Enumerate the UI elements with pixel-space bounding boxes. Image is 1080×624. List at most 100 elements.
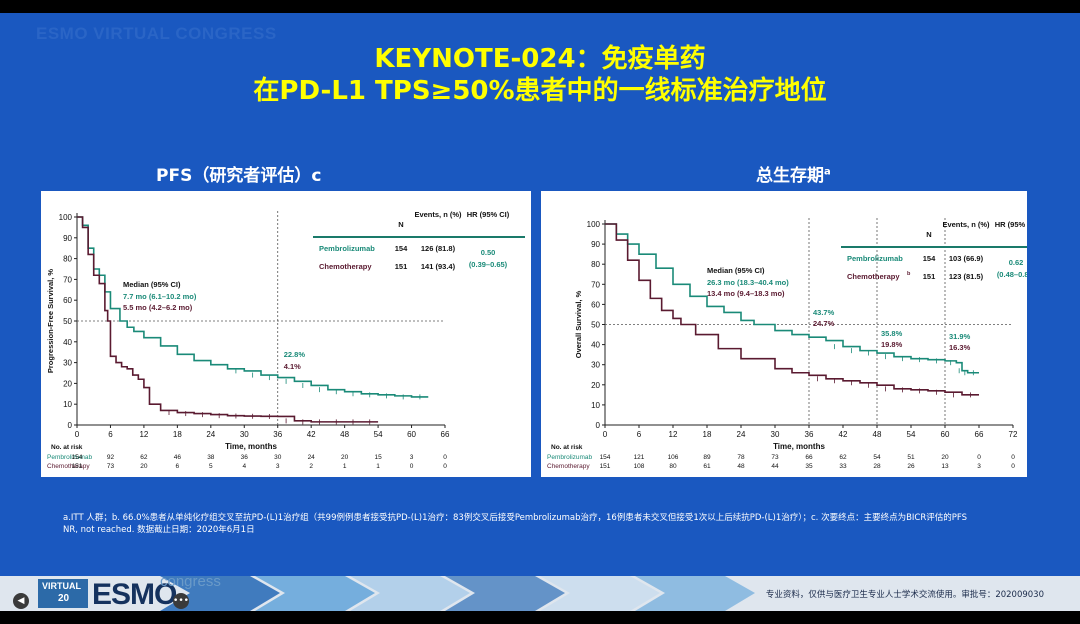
median-value: 13.4 mo (9.4–18.3 mo) [707, 289, 785, 298]
table-row-n: 151 [923, 272, 936, 281]
y-tick-label: 80 [591, 260, 600, 269]
y-tick-label: 90 [591, 240, 600, 249]
at-risk-value: 62 [839, 454, 847, 461]
at-risk-value: 78 [737, 454, 745, 461]
median-title: Median (95% CI) [123, 280, 181, 289]
at-risk-value: 151 [72, 463, 83, 470]
y-tick-label: 30 [63, 359, 72, 368]
y-tick-label: 80 [63, 255, 72, 264]
at-risk-title: No. at risk [51, 444, 83, 451]
at-risk-value: 2 [309, 463, 313, 470]
at-risk-value: 3 [410, 454, 414, 461]
y-tick-label: 20 [591, 381, 600, 390]
more-options-button[interactable]: ••• [173, 593, 189, 609]
slide: ESMO VIRTUAL CONGRESS KEYNOTE-024：免疫单药 在… [0, 13, 1080, 611]
table-row-n: 154 [923, 254, 936, 263]
logo-esmo-text: ESMO [92, 578, 177, 611]
hazard-ratio: 0.50 [481, 248, 496, 257]
at-risk-value: 0 [443, 463, 447, 470]
table-row-n: 154 [395, 244, 408, 253]
table-row-sup: b [907, 271, 911, 277]
footnote-line-1: a.ITT 人群；b. 66.0%患者从单纯化疗组交叉至抗PD-(L)1治疗组（… [63, 513, 968, 523]
x-tick-label: 54 [374, 430, 383, 439]
y-tick-label: 40 [591, 341, 600, 350]
left-panel-title: PFS（研究者评估）c [156, 166, 322, 186]
y-axis-title: Progression-Free Survival, % [46, 269, 55, 374]
at-risk-value: 154 [72, 454, 83, 461]
x-tick-label: 66 [975, 430, 984, 439]
hazard-ratio: 0.62 [1009, 258, 1024, 267]
y-tick-label: 60 [591, 300, 600, 309]
at-risk-value: 28 [873, 463, 881, 470]
x-tick-label: 18 [703, 430, 712, 439]
logo-congress-text: congress [160, 576, 221, 590]
landmark-label: 16.3% [949, 343, 971, 352]
at-risk-row-name: Pembrolizumab [547, 454, 593, 461]
at-risk-value: 3 [977, 463, 981, 470]
at-risk-value: 4 [242, 463, 246, 470]
x-tick-label: 72 [1009, 430, 1018, 439]
at-risk-value: 46 [174, 454, 182, 461]
y-axis-title: Overall Survival, % [574, 290, 583, 358]
y-tick-label: 100 [59, 213, 73, 222]
y-tick-label: 0 [596, 421, 601, 430]
os-chart-panel: 0 10 20 30 40 50 60 70 80 90 100 0 6 12 18 24 30 36 42 48 54… [541, 191, 1027, 477]
y-tick-label: 10 [591, 401, 600, 410]
at-risk-value: 154 [600, 454, 611, 461]
at-risk-value: 61 [703, 463, 711, 470]
at-risk-value: 151 [600, 463, 611, 470]
at-risk-value: 66 [805, 454, 813, 461]
landmark-label: 31.9% [949, 332, 971, 341]
at-risk-value: 38 [207, 454, 215, 461]
at-risk-value: 20 [140, 463, 148, 470]
x-tick-label: 60 [941, 430, 950, 439]
at-risk-value: 73 [107, 463, 115, 470]
at-risk-value: 106 [668, 454, 679, 461]
x-tick-label: 24 [737, 430, 746, 439]
at-risk-value: 33 [839, 463, 847, 470]
x-tick-label: 6 [637, 430, 642, 439]
at-risk-value: 15 [374, 454, 382, 461]
median-title: Median (95% CI) [707, 266, 765, 275]
at-risk-value: 44 [771, 463, 779, 470]
x-tick-label: 30 [240, 430, 249, 439]
logo-virtual-text: VIRTUAL [42, 581, 81, 591]
at-risk-row-name: Chemotherapy [547, 463, 590, 470]
at-risk-value: 0 [977, 454, 981, 461]
at-risk-value: 1 [376, 463, 380, 470]
table-header: Events, n (%) [414, 210, 462, 219]
at-risk-value: 1 [343, 463, 347, 470]
prev-slide-button[interactable]: ◀ [13, 593, 29, 609]
at-risk-value: 3 [276, 463, 280, 470]
table-row-events: 141 (93.4) [421, 262, 456, 271]
at-risk-value: 6 [176, 463, 180, 470]
table-row-events: 103 (66.9) [949, 254, 984, 263]
landmark-label: 19.8% [881, 340, 903, 349]
at-risk-value: 73 [771, 454, 779, 461]
at-risk-title: No. at risk [551, 444, 583, 451]
landmark-label: 4.1% [284, 362, 301, 371]
x-tick-label: 54 [907, 430, 916, 439]
x-tick-label: 36 [273, 430, 282, 439]
km-curve-pembrolizumab [605, 223, 979, 374]
table-row-events: 123 (81.5) [949, 272, 984, 281]
at-risk-value: 30 [274, 454, 282, 461]
x-tick-label: 24 [206, 430, 215, 439]
y-tick-label: 70 [63, 275, 72, 284]
x-tick-label: 18 [173, 430, 182, 439]
y-tick-label: 0 [68, 421, 73, 430]
at-risk-value: 0 [1011, 463, 1015, 470]
x-tick-label: 66 [441, 430, 450, 439]
x-tick-label: 6 [108, 430, 113, 439]
x-tick-label: 48 [340, 430, 349, 439]
table-header: HR (95% CI) [467, 210, 510, 219]
at-risk-value: 108 [634, 463, 645, 470]
median-value: 26.3 mo (18.3–40.4 mo) [707, 278, 789, 287]
virtual-logo-box [38, 579, 88, 608]
table-row-name: Pembrolizumab [319, 244, 375, 253]
at-risk-value: 36 [241, 454, 249, 461]
at-risk-value: 0 [443, 454, 447, 461]
at-risk-value: 54 [873, 454, 881, 461]
